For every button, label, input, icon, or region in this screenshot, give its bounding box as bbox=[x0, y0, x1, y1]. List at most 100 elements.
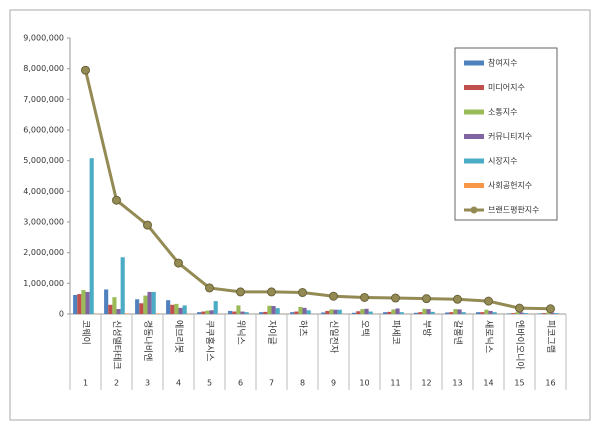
bar bbox=[489, 311, 493, 314]
rank-label: 8 bbox=[300, 379, 305, 388]
legend-swatch bbox=[464, 61, 484, 66]
legend-label: 브랜드평판지수 bbox=[488, 205, 540, 215]
bar bbox=[104, 289, 108, 314]
rank-label: 5 bbox=[207, 379, 212, 388]
line-marker bbox=[423, 295, 431, 303]
bar bbox=[232, 312, 236, 314]
bar bbox=[245, 312, 249, 314]
legend-label: 사회공헌지수 bbox=[488, 181, 532, 190]
line-marker bbox=[175, 259, 183, 267]
bar bbox=[135, 299, 139, 314]
x-tick-label: 갈롱넨 bbox=[452, 320, 463, 345]
rank-label: 13 bbox=[452, 379, 462, 388]
line-marker bbox=[547, 305, 555, 313]
rank-label: 14 bbox=[483, 379, 493, 388]
bar bbox=[81, 290, 85, 314]
x-tick-label: 부방 bbox=[421, 320, 432, 337]
line-marker bbox=[485, 297, 493, 305]
bar bbox=[462, 312, 466, 314]
bar bbox=[170, 305, 174, 314]
bar bbox=[276, 308, 280, 314]
line-marker bbox=[330, 292, 338, 300]
bar bbox=[197, 312, 201, 314]
bar bbox=[205, 311, 209, 314]
bar bbox=[458, 309, 462, 314]
bar bbox=[259, 312, 263, 314]
rank-label: 2 bbox=[114, 379, 119, 388]
bar bbox=[383, 312, 387, 314]
bar bbox=[321, 312, 325, 314]
bar bbox=[520, 312, 524, 314]
legend-label: 참여지수 bbox=[488, 58, 517, 68]
legend-label: 미디어지수 bbox=[488, 82, 525, 92]
bar bbox=[511, 313, 515, 314]
x-tick-label: 파세코 bbox=[390, 320, 401, 345]
rank-label: 12 bbox=[421, 379, 431, 388]
x-tick-label: 경동나비엔 bbox=[142, 320, 154, 361]
rank-label: 4 bbox=[176, 379, 181, 388]
y-tick-label: 7,000,000 bbox=[23, 95, 64, 104]
legend-label: 커뮤니티지수 bbox=[488, 131, 532, 141]
line-marker bbox=[206, 284, 214, 292]
bar bbox=[329, 309, 333, 314]
legend-swatch bbox=[464, 183, 484, 188]
rank-label: 11 bbox=[390, 379, 400, 388]
bar bbox=[117, 309, 121, 314]
line-marker bbox=[144, 221, 152, 229]
legend-label: 소통지수 bbox=[488, 108, 517, 117]
legend-swatch bbox=[464, 134, 484, 139]
y-tick-label: 1,000,000 bbox=[23, 279, 64, 288]
bar bbox=[369, 312, 373, 314]
bar bbox=[143, 296, 147, 314]
bar bbox=[108, 305, 112, 314]
bar bbox=[183, 305, 187, 314]
x-tick-label: 에브리봇 bbox=[173, 320, 184, 353]
x-tick-label: 피코그램 bbox=[545, 320, 557, 353]
bar bbox=[396, 308, 400, 314]
legend-swatch bbox=[464, 85, 484, 90]
bar bbox=[263, 312, 267, 314]
x-tick-label: 신일전자 bbox=[328, 320, 339, 354]
bar bbox=[427, 309, 431, 314]
bar bbox=[476, 312, 480, 314]
bar bbox=[267, 306, 271, 314]
x-tick-label: 코웨이 bbox=[80, 320, 92, 345]
y-tick-label: 4,000,000 bbox=[23, 187, 64, 196]
bar bbox=[210, 310, 214, 314]
x-tick-label: 쿠쿠홈시스 bbox=[204, 320, 216, 361]
bar bbox=[139, 303, 143, 314]
bar bbox=[112, 297, 116, 314]
bar bbox=[86, 292, 90, 314]
bar bbox=[201, 312, 205, 314]
rank-label: 15 bbox=[514, 379, 524, 388]
y-tick-label: 5,000,000 bbox=[23, 156, 64, 165]
bar bbox=[307, 310, 311, 314]
bar bbox=[391, 309, 395, 314]
line-marker bbox=[516, 304, 524, 312]
x-tick-label: 자이글 bbox=[266, 320, 277, 345]
line-marker bbox=[268, 288, 276, 296]
bar bbox=[480, 312, 484, 314]
bar bbox=[152, 292, 156, 314]
rank-label: 3 bbox=[145, 379, 150, 388]
bar bbox=[360, 309, 364, 314]
legend-swatch bbox=[464, 159, 484, 164]
bar bbox=[214, 301, 218, 314]
legend-swatch bbox=[464, 110, 484, 115]
x-tick-label: 위닉스 bbox=[235, 320, 246, 345]
bar bbox=[77, 294, 81, 314]
x-tick-label: 새로닉스 bbox=[483, 320, 494, 353]
bar bbox=[148, 292, 152, 314]
y-tick-label: 2,000,000 bbox=[23, 248, 64, 257]
y-tick-label: 9,000,000 bbox=[23, 34, 64, 43]
bar bbox=[524, 313, 528, 314]
bar bbox=[303, 308, 307, 314]
bar bbox=[352, 313, 356, 314]
rank-label: 10 bbox=[359, 379, 369, 388]
bar bbox=[338, 310, 342, 314]
line-marker bbox=[361, 293, 369, 301]
bar bbox=[298, 307, 302, 314]
y-tick-label: 8,000,000 bbox=[23, 64, 64, 73]
legend-label: 시장지수 bbox=[488, 156, 517, 166]
bar bbox=[174, 304, 178, 314]
